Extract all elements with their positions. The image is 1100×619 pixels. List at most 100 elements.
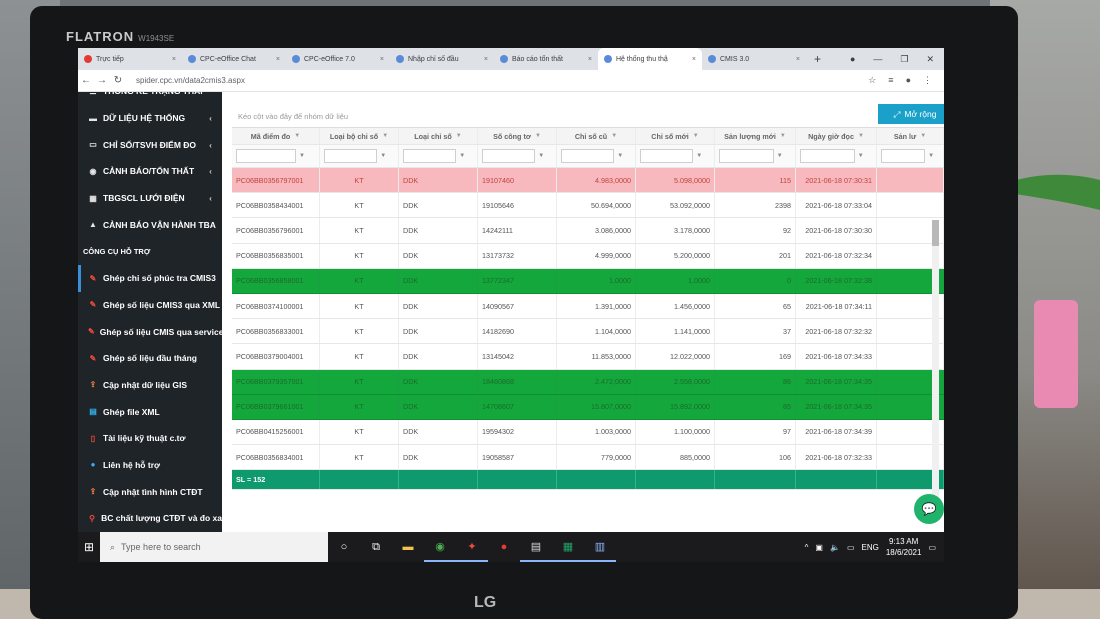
account-icon[interactable]: ● (905, 75, 911, 85)
sidebar-item[interactable]: ◉ CẢNH BÁO/TỔN THẤT ‹ (78, 158, 222, 185)
table-row[interactable]: PC06BB0356797001 KT DDK 19107460 4.983,0000 5… (232, 168, 944, 194)
browser-tab[interactable]: Hệ thống thu thậ × (598, 48, 702, 70)
tab-close-icon[interactable]: × (587, 55, 592, 63)
back-icon[interactable]: ← (81, 75, 91, 86)
filter-input[interactable] (719, 149, 774, 163)
menu-icon[interactable]: ⋮ (923, 75, 932, 85)
new-tab-button[interactable]: + (814, 52, 822, 66)
table-row[interactable]: PC06BB0379661001 KT DDK 14708607 15.807,0000… (232, 394, 944, 420)
keyboard-icon[interactable]: ▭ (846, 542, 855, 552)
filter-icon[interactable]: ▼ (928, 153, 935, 159)
browser-tab[interactable]: CPC-eOffice 7.0 × (286, 48, 390, 70)
chrome-icon[interactable]: ◉ (424, 532, 456, 562)
sidebar-item[interactable]: ▭ CHỈ SỐ/TSVH ĐIỂM ĐO ‹ (78, 131, 222, 158)
sidebar-item[interactable]: ⚲ BC chất lượng CTĐT và đo xa (78, 505, 222, 532)
filter-icon[interactable]: ▼ (696, 153, 703, 159)
app-red-circle-icon[interactable]: ● (500, 541, 508, 553)
clock[interactable]: 9:13 AM 18/6/2021 (886, 536, 922, 558)
sidebar-item[interactable]: ✎ Ghép số liệu đầu tháng (78, 345, 222, 372)
sidebar-item[interactable]: ▯ Tài liệu kỹ thuật c.tơ (78, 425, 222, 452)
sidebar-item[interactable]: ⇪ Cập nhật tình hình CTĐT (78, 478, 222, 505)
filter-input[interactable] (324, 149, 378, 163)
column-filter-icon[interactable]: ▼ (779, 133, 786, 139)
vertical-scroll-thumb[interactable] (932, 220, 939, 246)
tab-close-icon[interactable]: × (379, 55, 384, 63)
filter-input[interactable] (403, 149, 457, 163)
browser-tab[interactable]: Trực tiếp × (78, 48, 182, 70)
table-row[interactable]: PC06BB0415256001 KT DDK 19594302 1.003,0000 1… (232, 419, 944, 446)
sidebar-item[interactable]: ☰ THỐNG KÊ TRẠNG THÁI (78, 92, 222, 105)
reload-icon[interactable]: ↻ (113, 75, 123, 86)
tab-close-icon[interactable]: × (483, 55, 488, 63)
calculator-icon[interactable]: ▥ (584, 532, 616, 562)
sidebar-item[interactable]: ⇪ Cập nhật dữ liệu GIS (78, 372, 222, 399)
column-filter-icon[interactable]: ▼ (382, 133, 389, 139)
sidebar-item[interactable]: ✎ Ghép số liệu CMIS qua service (78, 318, 222, 345)
browser-tab[interactable]: Báo cáo tổn thất × (494, 48, 598, 70)
sidebar-item[interactable]: ✎ Ghép số liệu CMIS3 qua XML (78, 292, 222, 319)
windows-start-icon[interactable]: ⊞ (83, 540, 95, 554)
table-row[interactable]: PC06BB0379004001 KT DDK 13145042 11.853,0000… (232, 344, 944, 370)
filter-icon[interactable]: ▼ (538, 153, 545, 159)
table-row[interactable]: PC06BB0356833001 KT DDK 14182690 1.104,0000 1… (232, 319, 944, 345)
sidebar-item[interactable]: ▲ CẢNH BÁO VẬN HÀNH TBA (78, 211, 222, 238)
url-field[interactable]: spider.cpc.vn/data2cmis3.aspx (136, 76, 245, 85)
vertical-scrollbar[interactable] (932, 220, 939, 500)
sidebar-item[interactable]: ▬ DỮ LIỆU HỆ THỐNG ‹ (78, 105, 222, 132)
tab-close-icon[interactable]: × (691, 55, 696, 63)
column-filter-icon[interactable]: ▼ (920, 133, 927, 139)
column-filter-icon[interactable]: ▼ (294, 133, 301, 139)
restore-icon[interactable]: ❐ (900, 53, 909, 64)
column-filter-icon[interactable]: ▼ (692, 133, 699, 139)
browser-tab[interactable]: CMIS 3.0 × (702, 48, 806, 70)
tab-close-icon[interactable]: × (275, 55, 280, 63)
sidebar-item[interactable]: ● Liên hệ hỗ trợ (78, 452, 222, 479)
table-row[interactable]: PC06BB0374100001 KT DDK 14090567 1.391,0000 1… (232, 293, 944, 320)
profile-icon[interactable]: ● (849, 53, 856, 64)
volume-icon[interactable]: 🔈 (829, 542, 840, 552)
filter-input[interactable] (800, 149, 855, 163)
column-header[interactable]: Chỉ số cũ ▼ (557, 128, 636, 144)
column-filter-icon[interactable]: ▼ (455, 133, 462, 139)
app-document-icon[interactable]: ▤ (520, 532, 552, 562)
column-header[interactable]: Chỉ số mới ▼ (636, 128, 715, 144)
column-header[interactable]: Số công tơ ▼ (478, 128, 557, 144)
language-indicator[interactable]: ENG (861, 542, 879, 552)
tab-close-icon[interactable]: × (171, 55, 176, 63)
filter-input[interactable] (561, 149, 615, 163)
column-header[interactable]: Loại bộ chỉ số ▼ (320, 128, 399, 144)
minimize-icon[interactable]: — (873, 53, 883, 64)
column-header[interactable]: Ngày giờ đọc ▼ (796, 128, 877, 144)
filter-input[interactable] (640, 149, 694, 163)
task-view-icon[interactable]: ⧉ (372, 540, 380, 553)
forward-icon[interactable]: → (97, 75, 107, 86)
browser-tab[interactable]: CPC-eOffice Chat × (182, 48, 286, 70)
sidebar-item[interactable]: ▦ TBGSCL LƯỚI ĐIỆN ‹ (78, 185, 222, 212)
table-row[interactable]: PC06BB0379357001 KT DDK 18460868 2.472,0000 2… (232, 369, 944, 395)
column-header[interactable]: Loại chỉ số ▼ (399, 128, 478, 144)
table-row[interactable]: PC06BB0356858001 KT DDK 13772347 1,0000 1,000… (232, 268, 944, 294)
table-row[interactable]: PC06BB0356796001 KT DDK 14242111 3.086,0000 3… (232, 218, 944, 244)
table-row[interactable]: PC06BB0356835001 KT DDK 13173732 4.999,0000 5… (232, 243, 944, 269)
tray-chevron-icon[interactable]: ^ (804, 542, 809, 552)
close-icon[interactable]: ✕ (926, 53, 934, 64)
reading-list-icon[interactable]: ≡ (888, 75, 894, 85)
sidebar-item[interactable]: ✎ Ghép chỉ số phúc tra CMIS3 (78, 264, 222, 292)
column-filter-icon[interactable]: ▼ (857, 133, 864, 139)
browser-tab[interactable]: Nhập chỉ số đầu × (390, 48, 494, 70)
file-explorer-icon[interactable]: ▬ (402, 541, 414, 553)
table-row[interactable]: PC06BB0358434001 KT DDK 19105646 50.694,0000… (232, 193, 944, 219)
filter-icon[interactable]: ▼ (776, 153, 783, 159)
excel-icon[interactable]: ▦ (552, 532, 584, 562)
network-icon[interactable]: ▣ (815, 542, 823, 552)
sidebar-item[interactable]: ▤ Ghép file XML (78, 398, 222, 425)
app-compass-icon[interactable]: ✦ (456, 532, 488, 562)
column-header[interactable]: Mã điểm đo ▼ (232, 128, 320, 144)
expand-button[interactable]: ⤢ Mở rộng (878, 104, 944, 124)
bookmark-star-icon[interactable]: ☆ (868, 75, 877, 85)
taskbar-search[interactable]: ⌕ Type here to search (100, 532, 328, 562)
filter-icon[interactable]: ▼ (380, 153, 387, 159)
column-header[interactable]: Sản lư ▼ (877, 128, 944, 144)
filter-icon[interactable]: ▼ (299, 153, 305, 159)
filter-input[interactable] (881, 149, 926, 163)
